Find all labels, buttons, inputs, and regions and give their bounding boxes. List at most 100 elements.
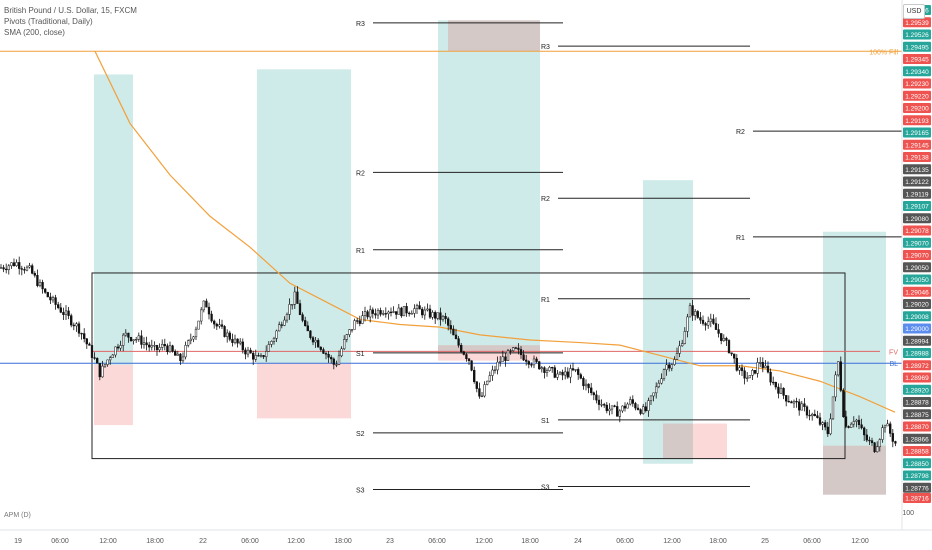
price-axis-badge [903,139,931,150]
candle-body [7,265,10,270]
candle-body [766,365,770,373]
price-axis-badge [903,29,931,40]
price-axis-badge [903,421,931,432]
candle-body [727,340,731,353]
candle-body [668,364,671,369]
candle-body [405,306,408,314]
price-axis-badge [903,152,931,162]
price-axis-badge [903,213,931,224]
time-axis-label: 25 [761,538,769,545]
time-axis-label: 12:00 [99,538,117,545]
symbol-title[interactable]: British Pound / U.S. Dollar, 15, FXCM [4,6,137,15]
candle-body [610,405,614,410]
price-axis-badge [903,274,931,285]
price-axis-label: 1.29008 [905,314,929,321]
price-axis-label: 1.29107 [905,204,929,211]
candle-body [865,434,868,441]
price-axis-badge [903,372,931,383]
candle-body [748,375,751,379]
candle-body [163,344,166,347]
price-axis-badge [903,66,931,77]
price-axis-label: 1.28972 [905,363,929,370]
price-axis-badge [903,397,931,407]
candle-body [886,423,889,427]
price-axis-label: 1.29020 [905,302,929,309]
candle-body [717,329,720,334]
candle-body [496,361,499,371]
price-axis-badge [903,164,931,175]
candle-body [220,324,224,327]
price-axis-label: 1.28875 [905,412,929,419]
price-axis-badge [903,17,931,28]
candle-body [772,381,775,384]
candle-body [413,308,416,314]
candle-body [649,395,653,401]
currency-button[interactable]: USD [903,4,925,19]
price-axis-label: 1.28850 [905,461,929,468]
time-axis[interactable]: 19 06:00 12:00 18:00 22 06:00 12:00 18:00 23 06:0… [14,538,869,545]
candle-body [600,404,603,406]
candle-body [426,308,429,311]
candle-body [215,323,218,327]
candle-body [395,311,398,315]
candle-body [571,368,575,371]
candle-body [283,319,286,326]
price-axis[interactable]: 1.296161.295391.295261.294951.293451.293… [903,5,931,503]
price-axis-label: 1.29050 [905,265,929,272]
candle-body [239,341,242,344]
candle-body [883,425,887,428]
candle-body [795,400,798,403]
candle-body [111,354,114,358]
pivot-level-label: R1 [541,297,550,304]
candle-body [467,358,471,361]
candle-body [38,282,42,286]
sma-indicator-label[interactable]: SMA (200, close) [4,28,65,37]
candle-body [387,311,390,315]
time-axis-label: 06:00 [616,538,634,545]
candle-body [262,355,265,358]
candle-body [860,424,863,429]
candle-body [371,309,374,314]
candle-body [44,288,47,293]
candlestick-series [0,256,897,453]
candle-body [465,354,468,360]
candle-body [90,345,94,358]
candle-body [631,399,634,404]
price-axis-label: 1.29230 [905,81,929,88]
pivot-levels: R3 R2 R1 S1 S2 S3 R3 R2 R1 S1 S3 R2 R1 [356,21,902,495]
candle-body [397,307,400,315]
candle-body [415,305,419,309]
reference-line-label: FV [889,349,898,356]
candle-body [735,357,738,371]
candle-body [785,395,788,402]
candle-body [31,265,34,274]
candle-body [665,364,668,370]
price-axis-label: 1.29046 [905,289,929,296]
candle-body [852,421,855,425]
candle-body [389,311,393,314]
candle-body [540,367,543,370]
long-zone [438,20,540,353]
candle-body [288,304,291,315]
candle-body [535,358,538,362]
candle-body [657,382,660,388]
candle-body [293,291,296,305]
candle-body [701,319,705,324]
candle-body [530,364,533,366]
candle-body [402,306,406,317]
candle-body [304,320,307,326]
candle-body [226,332,229,337]
pivots-indicator-label[interactable]: Pivots (Traditional, Daily) [4,17,93,26]
candle-body [57,304,60,308]
candle-body [187,340,190,346]
candle-body [421,308,424,316]
price-axis-badge [903,470,931,481]
candle-body [764,365,767,368]
time-axis-label: 19 [14,538,22,545]
time-axis-label: 06:00 [241,538,259,545]
time-axis-label: 18:00 [146,538,164,545]
candle-body [569,368,572,378]
candle-body [363,311,367,316]
candle-body [119,345,122,349]
